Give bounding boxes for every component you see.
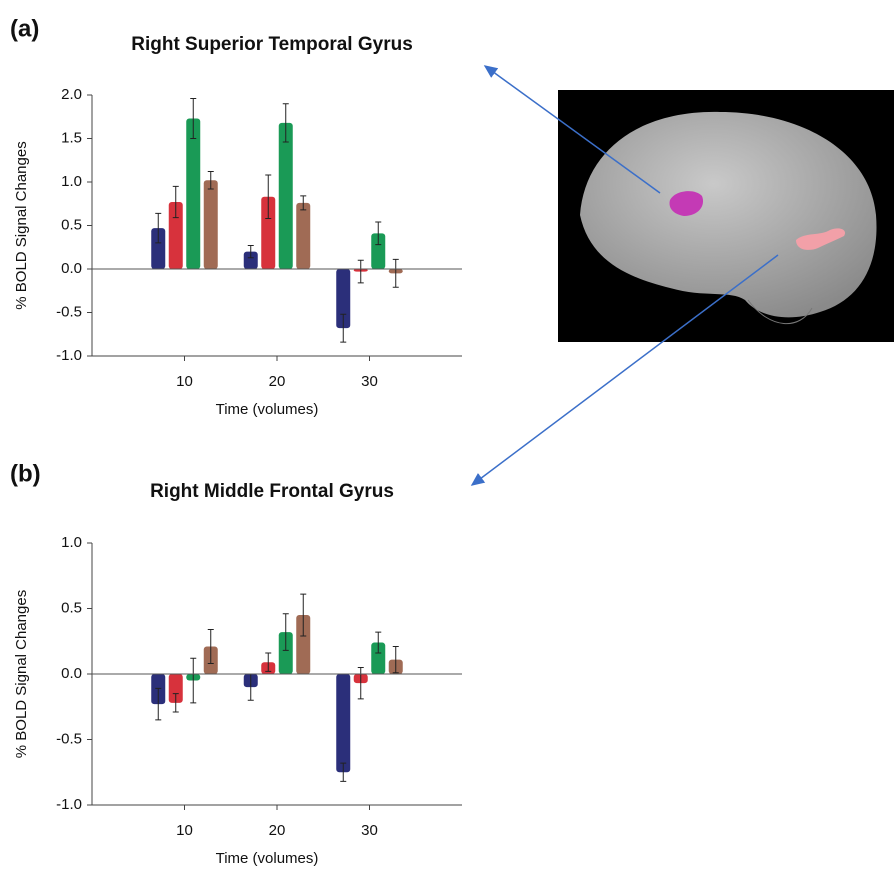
bar [371, 233, 386, 269]
y-tick-label: -0.5 [56, 730, 82, 747]
x-tick-label: 30 [361, 373, 378, 390]
y-tick-label: 1.0 [61, 173, 82, 190]
error-bar [300, 593, 307, 637]
x-axis-label: Time (volumes) [216, 401, 319, 418]
error-bar [340, 762, 347, 782]
bar [278, 632, 293, 674]
bar [203, 180, 218, 269]
x-tick-label: 20 [269, 822, 286, 839]
x-tick-label: 20 [269, 373, 286, 390]
error-bar [357, 666, 364, 700]
error-bar [247, 245, 254, 259]
arrow [470, 254, 779, 486]
x-axis-label: Time (volumes) [216, 850, 319, 867]
bar [186, 118, 201, 270]
bar [336, 674, 351, 773]
error-bar [375, 631, 382, 654]
x-tick-label: 30 [361, 822, 378, 839]
y-axis-label: % BOLD Signal Changes [13, 590, 30, 758]
error-bar [172, 693, 179, 713]
error-bar [190, 97, 197, 139]
y-axis-label: % BOLD Signal Changes [13, 141, 30, 309]
bar [278, 122, 293, 269]
y-tick-label: 0.0 [61, 665, 82, 682]
panel-label: (a) [10, 15, 39, 42]
error-bar [172, 185, 179, 219]
error-bar [282, 613, 289, 651]
y-tick-label: 0.5 [61, 599, 82, 616]
bar [168, 674, 183, 703]
y-tick-label: -1.0 [56, 347, 82, 364]
error-bar [300, 195, 307, 211]
error-bar [155, 687, 162, 721]
error-bar [207, 171, 214, 190]
error-bar [392, 258, 399, 288]
error-bar [375, 221, 382, 246]
chart-title: Right Superior Temporal Gyrus [131, 34, 413, 55]
error-bar [340, 313, 347, 343]
error-bar [357, 259, 364, 284]
error-bar [190, 657, 197, 704]
panel-label: (b) [10, 460, 41, 487]
error-bar [265, 652, 272, 672]
y-tick-label: 1.0 [61, 534, 82, 551]
bar [243, 251, 258, 269]
error-bar [282, 103, 289, 143]
bar [261, 196, 276, 269]
bar [296, 202, 311, 269]
y-tick-label: -0.5 [56, 303, 82, 320]
error-bar [207, 628, 214, 665]
y-tick-label: 0.5 [61, 216, 82, 233]
y-tick-label: -1.0 [56, 796, 82, 813]
arrow [483, 65, 661, 194]
x-tick-label: 10 [176, 822, 193, 839]
y-tick-label: 1.5 [61, 129, 82, 146]
bar [151, 228, 166, 269]
chart-title: Right Middle Frontal Gyrus [150, 481, 394, 502]
bar [296, 615, 311, 674]
error-bar [392, 645, 399, 674]
y-tick-label: 0.0 [61, 260, 82, 277]
bar [336, 269, 351, 329]
y-tick-label: 2.0 [61, 86, 82, 103]
error-bar [155, 212, 162, 244]
error-bar [265, 174, 272, 220]
brain-image [558, 90, 894, 342]
bar [168, 202, 183, 269]
bar [371, 642, 386, 674]
x-tick-label: 10 [176, 373, 193, 390]
